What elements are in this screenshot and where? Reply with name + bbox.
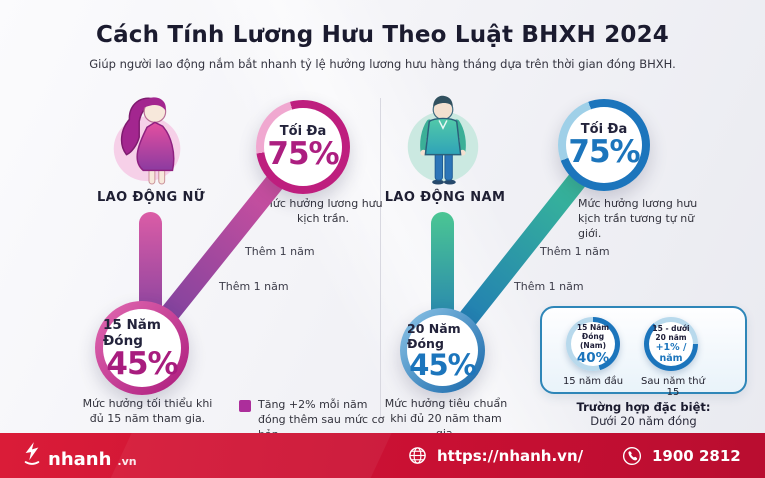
female-base-title: 15 Năm Đóng (103, 316, 161, 349)
footer-bar: nhanh .vn https://nhanh.vn/ 1900 2812 (0, 433, 765, 478)
female-max-badge: Tối Đa 75% (256, 100, 350, 194)
female-max-title: Tối Đa (279, 124, 327, 139)
footer-website-link[interactable]: https://nhanh.vn/ (408, 446, 583, 465)
page-subtitle: Giúp người lao động nắm bắt nhanh tỷ lệ … (89, 57, 676, 71)
brand-logo-icon (24, 442, 40, 465)
female-base-badge: 15 Năm Đóng 45% (95, 301, 189, 395)
male-worker-icon (407, 95, 479, 185)
female-max-caption: Mức hưởng lương hưu kịch trần. (263, 197, 383, 225)
phone-icon (622, 446, 642, 465)
male-worker-label: LAO ĐỘNG NAM (384, 190, 506, 205)
special-case-box: 15 Năm Đóng (Nam) 40% 15 - dưới 20 năm +… (540, 306, 747, 398)
female-step-label-2: Thêm 1 năm (219, 280, 289, 293)
page-title: Cách Tính Lương Hưu Theo Luật BHXH 2024 (95, 22, 670, 48)
special-circle2-title: 15 - dưới 20 năm (652, 324, 690, 342)
special-circle1-value: 40% (576, 349, 610, 366)
female-worker-label: LAO ĐỘNG NỮ (96, 190, 206, 205)
male-base-value: 45% (409, 348, 476, 382)
female-max-value: 75% (267, 136, 339, 172)
globe-icon (409, 447, 426, 464)
special-circle1-caption: 15 năm đầu (562, 376, 624, 387)
male-base-title: 20 Năm Đóng (407, 321, 461, 351)
brand-logo: nhanh .vn (22, 441, 137, 470)
female-base-caption: Mức hưởng tối thiểu khi đủ 15 năm tham g… (82, 397, 213, 425)
male-max-badge: Tối Đa 75% (558, 99, 650, 191)
female-base-value: 45% (106, 345, 178, 382)
special-circle2-caption: Sau năm thứ 15 (641, 376, 705, 398)
special-note-title: Trường hợp đặc biệt: (576, 400, 711, 414)
female-worker-icon (113, 97, 181, 185)
male-base-caption: Mức hưởng tiêu chuẩn khi đủ 20 năm tham … (384, 397, 508, 440)
special-note-detail: Dưới 20 năm đóng (590, 414, 697, 428)
male-base-badge: 20 Năm Đóng 45% (400, 308, 485, 393)
male-step-label-2: Thêm 1 năm (514, 280, 584, 293)
footer-phone-text: 1900 2812 (652, 446, 741, 465)
special-circle1-title: 15 Năm Đóng (Nam) (576, 322, 610, 350)
male-max-title: Tối Đa (580, 122, 628, 137)
legend-swatch-icon (239, 400, 251, 412)
male-step-label-1: Thêm 1 năm (540, 245, 610, 258)
footer-url-text: https://nhanh.vn/ (437, 446, 584, 465)
female-step-label-1: Thêm 1 năm (245, 245, 315, 258)
special-circle-15-20-years: 15 - dưới 20 năm +1% / năm (644, 317, 698, 371)
male-max-value: 75% (568, 134, 640, 170)
special-circle2-value: +1% / năm (655, 342, 687, 364)
footer-phone-link[interactable]: 1900 2812 (622, 446, 741, 466)
brand-name: nhanh (48, 449, 112, 470)
brand-suffix: .vn (117, 455, 137, 468)
special-circle-15-years: 15 Năm Đóng (Nam) 40% (566, 317, 620, 371)
panel-divider (380, 98, 381, 420)
male-max-caption: Mức hưởng lương hưu kịch trần tương tự n… (578, 197, 698, 240)
